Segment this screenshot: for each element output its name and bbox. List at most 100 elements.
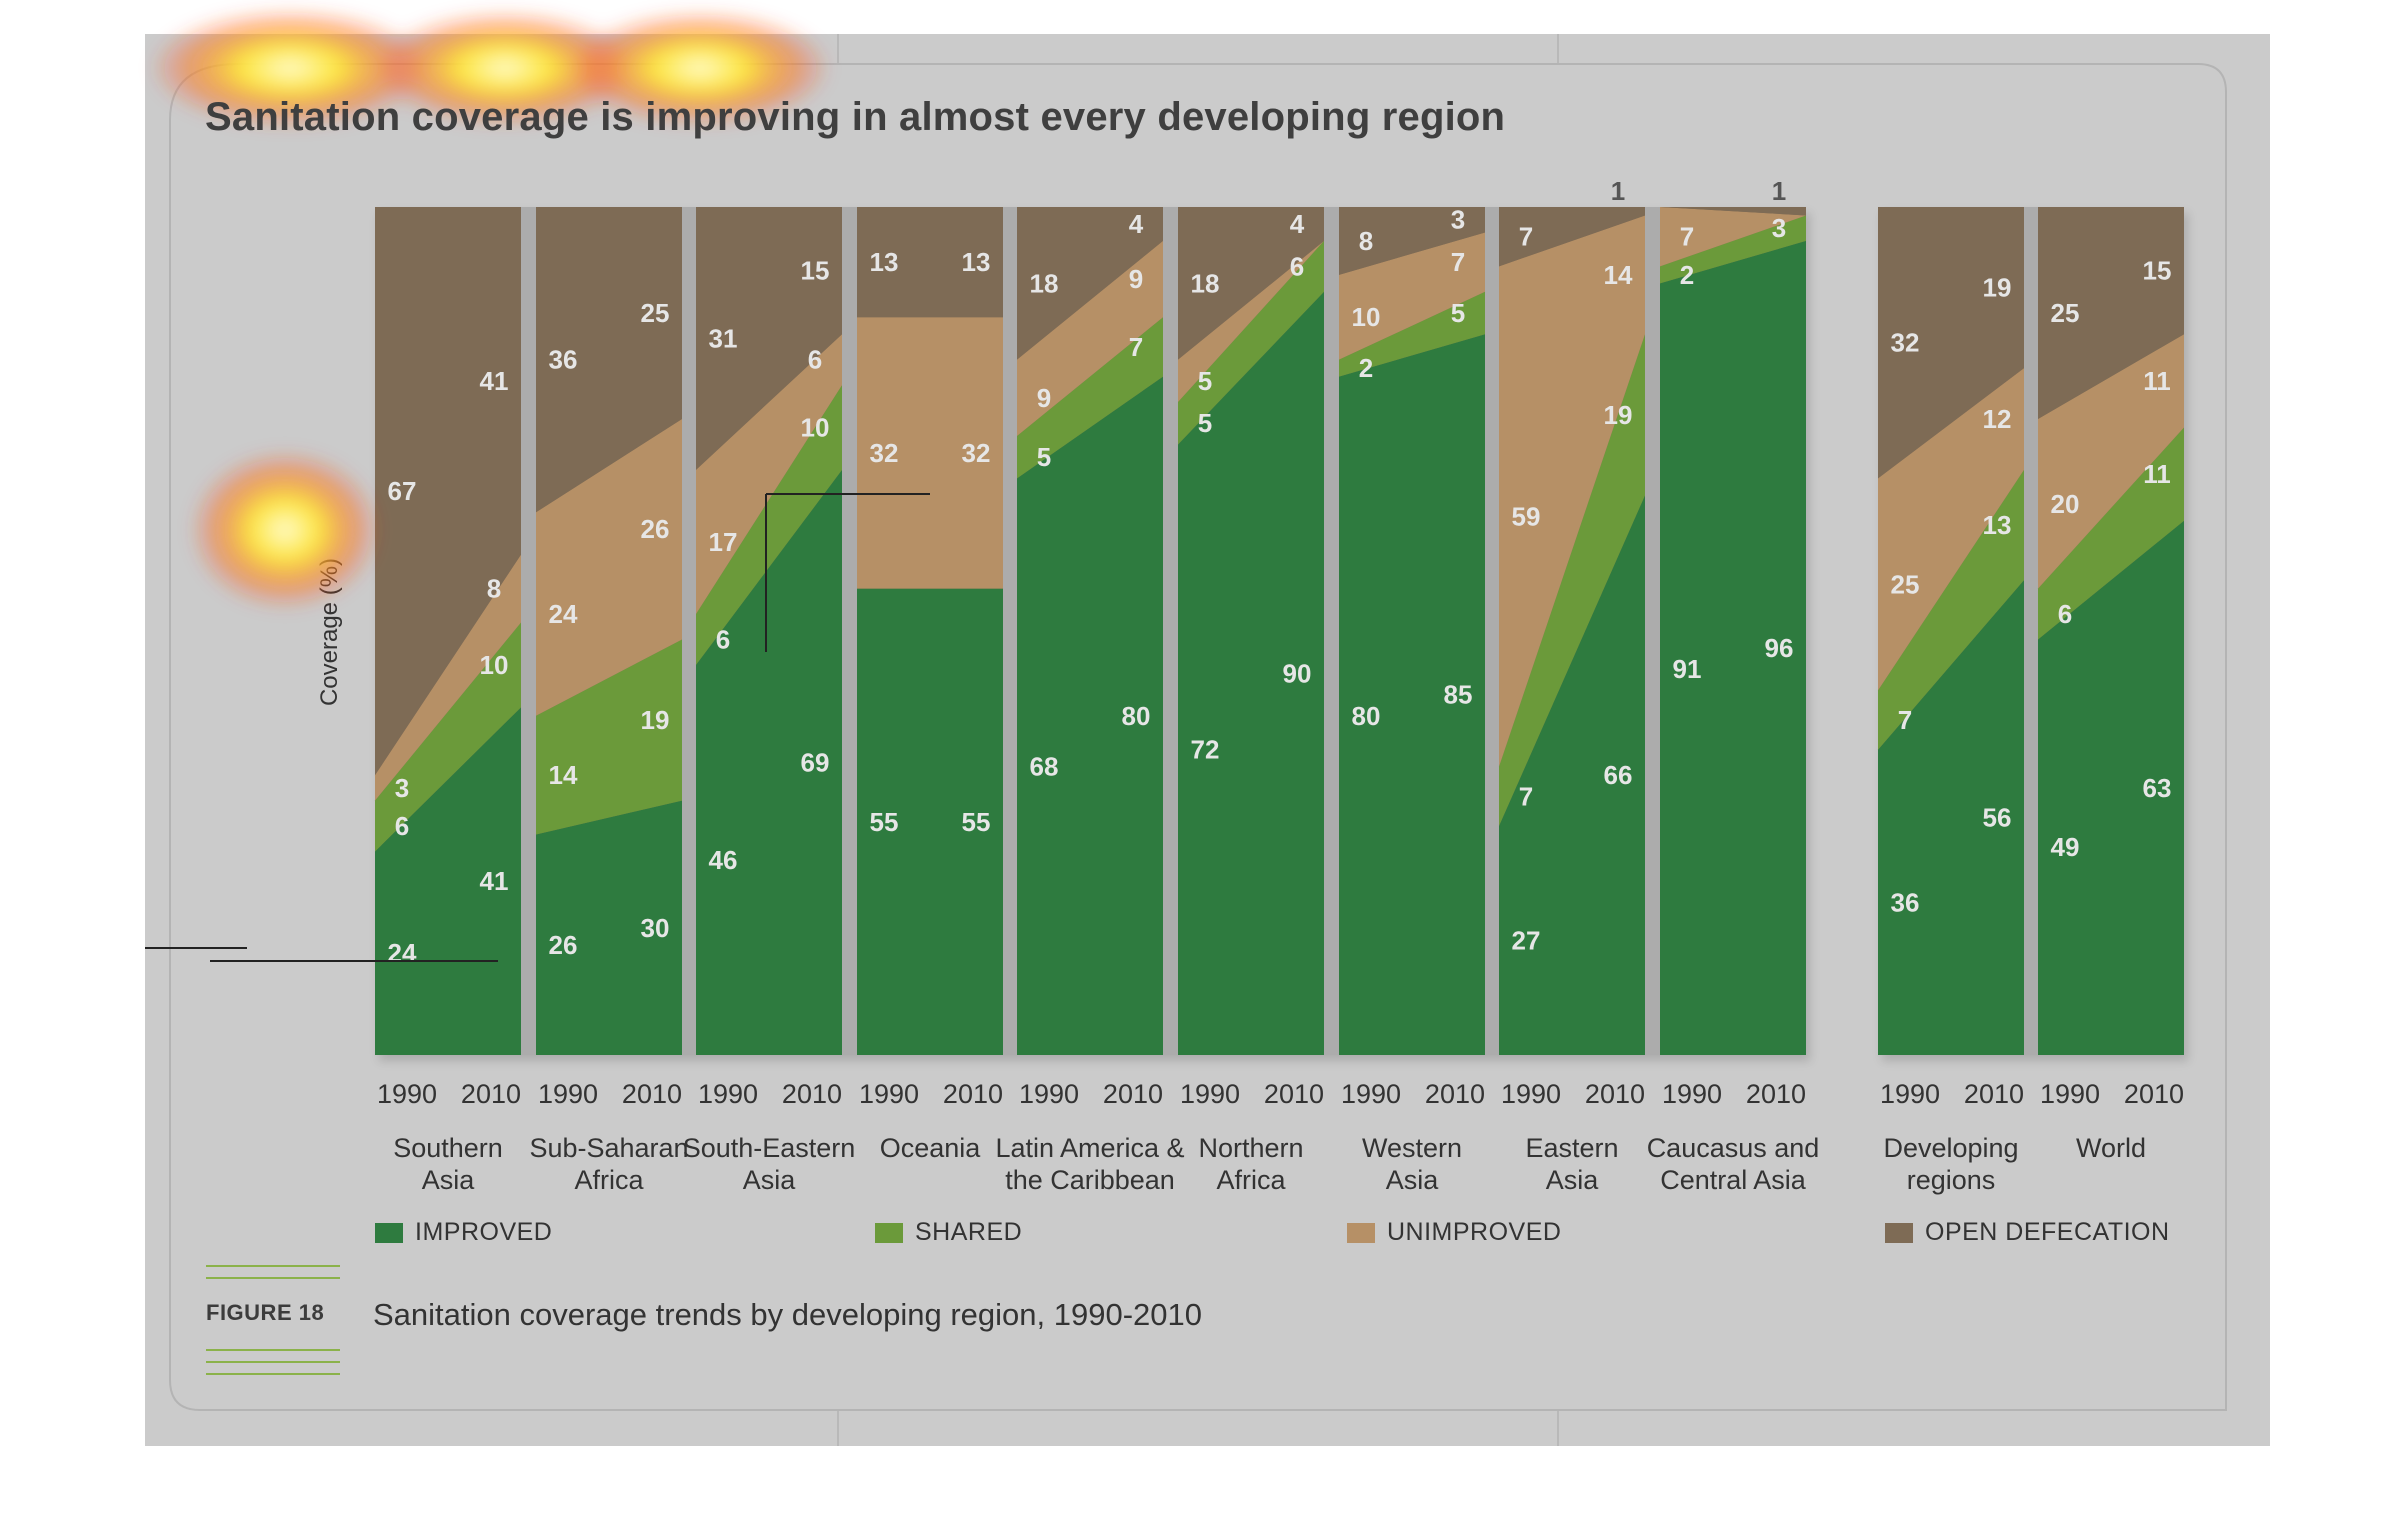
value-label-improved-2010-oceania: 55	[962, 807, 991, 837]
value-label-unimproved-1990-oceania: 32	[870, 438, 899, 468]
value-label-open_defecation-1990-sub-saharan-africa: 36	[549, 345, 578, 375]
value-label-shared-1990-northern-africa: 5	[1198, 408, 1212, 438]
value-label-improved-2010-south-eastern-asia: 69	[801, 747, 830, 777]
area-shared-southern-asia	[375, 622, 521, 852]
region-label-eastern-asia-line2: Asia	[1546, 1165, 1600, 1195]
value-label-open_defecation-2010-oceania: 13	[962, 247, 991, 277]
tick-2010-developing-regions: 2010	[1964, 1079, 2024, 1109]
value-label-unimproved-2010-oceania: 32	[962, 438, 991, 468]
value-label-shared-2010-southern-asia: 10	[480, 650, 509, 680]
value-label-shared-2010-south-eastern-asia: 10	[801, 412, 830, 442]
region-label-latin-america-the-caribbean-line1: Latin America &	[995, 1133, 1184, 1163]
value-label-improved-2010-caucasus-and-central-asia: 96	[1765, 633, 1794, 663]
value-label-shared-1990-latin-america-the-caribbean: 5	[1037, 442, 1051, 472]
value-label-unimproved-2010-eastern-asia: 14	[1604, 260, 1633, 290]
tick-1990-northern-africa: 1990	[1180, 1079, 1240, 1109]
region-label-oceania-line1: Oceania	[880, 1133, 982, 1163]
value-label-shared-2010-developing-regions: 13	[1983, 510, 2012, 540]
area-open_defecation-eastern-asia	[1499, 207, 1645, 267]
value-label-improved-2010-southern-asia: 41	[480, 866, 509, 896]
value-label-unimproved-2010-south-eastern-asia: 6	[808, 345, 822, 375]
value-label-unimproved-1990-latin-america-the-caribbean: 9	[1037, 383, 1051, 413]
value-label-shared-2010-sub-saharan-africa: 19	[641, 705, 670, 735]
legend-open-defecation: OPEN DEFECATION	[1885, 1218, 2170, 1247]
figure-caption: Sanitation coverage trends by developing…	[373, 1297, 1202, 1332]
region-label-northern-africa-line2: Africa	[1216, 1165, 1286, 1195]
area-open_defecation-southern-asia	[375, 207, 521, 776]
area-improved-world	[2038, 520, 2184, 1055]
tick-2010-world: 2010	[2124, 1079, 2184, 1109]
legend-shared: SHARED	[875, 1218, 1022, 1247]
tick-2010-eastern-asia: 2010	[1585, 1079, 1645, 1109]
tick-1990-sub-saharan-africa: 1990	[538, 1079, 598, 1109]
region-label-developing-regions-line1: Developing	[1883, 1133, 2018, 1163]
value-label-open_defecation-2010-southern-asia: 41	[480, 366, 509, 396]
value-label-open_defecation-1990-world: 25	[2051, 298, 2080, 328]
tick-1990-world: 1990	[2040, 1079, 2100, 1109]
area-improved-developing-regions	[1878, 580, 2024, 1055]
area-unimproved-south-eastern-asia	[696, 334, 842, 615]
legend-swatch-improved	[375, 1222, 403, 1243]
legend-swatch-shared	[875, 1222, 903, 1243]
value-label-unimproved-1990-sub-saharan-africa: 24	[549, 599, 578, 629]
value-label-unimproved-2010-southern-asia: 8	[487, 574, 501, 604]
value-label-unimproved-1990-world: 20	[2051, 489, 2080, 519]
value-label-unimproved-2010-world: 11	[2143, 366, 2171, 396]
legend-unimproved: UNIMPROVED	[1347, 1218, 1561, 1247]
tick-2010-northern-africa: 2010	[1264, 1079, 1324, 1109]
area-unimproved-developing-regions	[1878, 368, 2024, 691]
value-label-open_defecation-2010-sub-saharan-africa: 25	[641, 298, 670, 328]
area-open_defecation-western-asia	[1339, 207, 1485, 275]
area-unimproved-world	[2038, 334, 2184, 589]
value-label-open_defecation-1990-southern-asia: 67	[388, 476, 417, 506]
value-label-improved-1990-western-asia: 80	[1352, 701, 1381, 731]
value-label-improved-1990-caucasus-and-central-asia: 91	[1673, 654, 1702, 684]
value-label-open_defecation-1990-western-asia: 8	[1359, 226, 1373, 256]
value-label-improved-1990-southern-asia: 24	[388, 938, 417, 968]
value-label-unimproved-1990-eastern-asia: 59	[1512, 502, 1541, 532]
value-label-unimproved-2010-western-asia: 7	[1451, 247, 1465, 277]
area-shared-northern-africa	[1178, 240, 1324, 445]
tick-2010-south-eastern-asia: 2010	[782, 1079, 842, 1109]
figure-number: FIGURE 18	[206, 1300, 325, 1325]
tick-1990-western-asia: 1990	[1341, 1079, 1401, 1109]
value-label-improved-2010-developing-regions: 56	[1983, 803, 2012, 833]
value-label-open_defecation-1990-oceania: 13	[870, 247, 899, 277]
region-label-latin-america-the-caribbean-line2: the Caribbean	[1005, 1165, 1175, 1195]
area-open_defecation-south-eastern-asia	[696, 207, 842, 470]
value-label-shared-1990-world: 6	[2058, 599, 2072, 629]
value-label-improved-1990-sub-saharan-africa: 26	[549, 930, 578, 960]
value-label-improved-2010-western-asia: 85	[1444, 680, 1473, 710]
value-label-shared-2010-latin-america-the-caribbean: 7	[1129, 332, 1143, 362]
area-open_defecation-sub-saharan-africa	[536, 207, 682, 513]
area-shared-caucasus-and-central-asia	[1660, 215, 1806, 284]
value-label-open_defecation-1990-latin-america-the-caribbean: 18	[1030, 268, 1059, 298]
heatmap-overlay	[150, 8, 830, 610]
legend-swatch-unimproved	[1347, 1222, 1375, 1243]
value-label-open_defecation-2010-developing-regions: 19	[1983, 273, 2012, 303]
legend-label-unimproved: UNIMPROVED	[1387, 1218, 1562, 1246]
value-label-open_defecation-2010-caucasus-and-central-asia: 1	[1772, 176, 1786, 206]
tick-2010-sub-saharan-africa: 2010	[622, 1079, 682, 1109]
value-label-open_defecation-1990-eastern-asia: 7	[1519, 222, 1533, 252]
value-label-improved-1990-latin-america-the-caribbean: 68	[1030, 752, 1059, 782]
tick-2010-oceania: 2010	[943, 1079, 1003, 1109]
area-shared-world	[2038, 427, 2184, 640]
panel-developing-regions: 36 56 7 13 25 12 32 19	[1878, 207, 2024, 1055]
area-improved-northern-africa	[1178, 291, 1324, 1055]
value-label-shared-2010-world: 11	[2143, 459, 2171, 489]
heat-blob-title-2	[375, 10, 635, 126]
region-label-southern-asia-line2: Asia	[422, 1165, 476, 1195]
area-open_defecation-world	[2038, 207, 2184, 419]
value-label-unimproved-1990-developing-regions: 25	[1891, 569, 1920, 599]
region-label-south-eastern-asia-line2: Asia	[743, 1165, 797, 1195]
value-label-unimproved-1990-western-asia: 10	[1352, 302, 1381, 332]
value-label-open_defecation-2010-eastern-asia: 1	[1611, 176, 1625, 206]
area-improved-southern-asia	[375, 707, 521, 1055]
panel-sub-saharan-africa: 26 30 14 19 24 26 36 25	[536, 207, 682, 1055]
panel-oceania: 55 55 32 32 13 13	[857, 207, 1003, 1055]
area-unimproved-sub-saharan-africa	[536, 419, 682, 716]
value-label-shared-2010-northern-africa: 6	[1290, 251, 1304, 281]
